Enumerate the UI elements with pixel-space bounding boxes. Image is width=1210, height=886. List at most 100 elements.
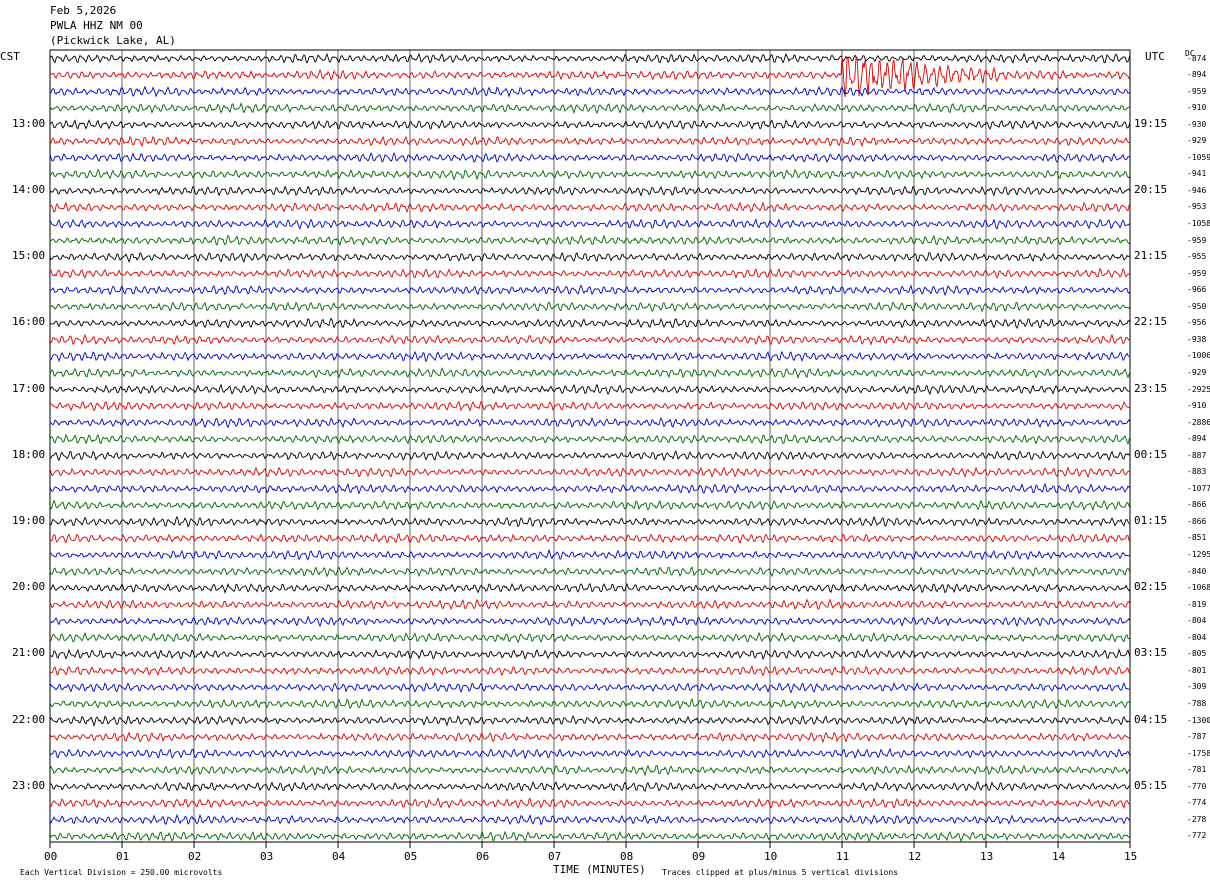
left-hour-label: 23:00 bbox=[12, 778, 46, 792]
x-tick-label: 15 bbox=[1124, 850, 1138, 863]
dc-offset-label: -929 bbox=[1187, 136, 1207, 146]
right-hour-label: 00:15 bbox=[1134, 447, 1168, 461]
trace-row-15 bbox=[49, 284, 1131, 296]
dc-offset-label: -959 bbox=[1187, 86, 1207, 96]
left-hour-label: 17:00 bbox=[12, 381, 46, 395]
clip-note: Traces clipped at plus/minus 5 vertical … bbox=[662, 868, 899, 877]
trace-row-11 bbox=[49, 218, 1131, 230]
trace-row-47 bbox=[49, 813, 1131, 826]
trace-row-14 bbox=[49, 267, 1131, 279]
trace-row-41 bbox=[49, 715, 1131, 727]
dc-offset-label: -874 bbox=[1187, 53, 1207, 63]
dc-offset-label: -1006 bbox=[1187, 351, 1210, 361]
trace-row-7 bbox=[49, 151, 1131, 164]
x-tick-label: 14 bbox=[1052, 850, 1066, 863]
x-tick-label: 13 bbox=[980, 850, 994, 863]
dc-offset-label: -930 bbox=[1187, 119, 1207, 129]
trace-row-25 bbox=[50, 450, 1131, 462]
x-tick-label: 11 bbox=[836, 850, 850, 863]
right-hour-label: 04:15 bbox=[1134, 712, 1168, 726]
left-hour-label: 16:00 bbox=[12, 315, 46, 329]
right-hour-label: 05:15 bbox=[1134, 778, 1168, 792]
dc-offset-label: -894 bbox=[1187, 434, 1207, 444]
trace-row-18 bbox=[49, 333, 1131, 346]
right-timezone-label: UTC bbox=[1145, 50, 1165, 63]
trace-row-1 bbox=[49, 52, 1131, 64]
trace-row-6 bbox=[49, 135, 1131, 148]
trace-row-23 bbox=[49, 416, 1131, 429]
x-tick-label: 06 bbox=[476, 850, 490, 863]
right-hour-label: 23:15 bbox=[1134, 381, 1168, 395]
location-label: (Pickwick Lake, AL) bbox=[50, 34, 176, 47]
dc-offset-label: -894 bbox=[1187, 70, 1207, 80]
trace-row-8 bbox=[49, 168, 1131, 181]
x-tick-label: 07 bbox=[548, 850, 562, 863]
dc-offset-label: -819 bbox=[1187, 599, 1207, 609]
right-hour-label: 21:15 bbox=[1134, 249, 1168, 263]
dc-offset-label: -2925 bbox=[1187, 384, 1210, 394]
trace-row-10 bbox=[49, 201, 1131, 214]
trace-row-43 bbox=[49, 747, 1131, 760]
dc-offset-label: -804 bbox=[1187, 632, 1207, 642]
left-hour-label: 21:00 bbox=[12, 646, 46, 660]
dc-offset-label: -1758 bbox=[1187, 748, 1210, 758]
dc-offset-label: -956 bbox=[1187, 318, 1207, 328]
trace-row-12 bbox=[49, 234, 1131, 247]
dc-offset-label: -851 bbox=[1187, 533, 1207, 543]
dc-offset-label: -955 bbox=[1187, 252, 1207, 262]
station-label: PWLA HHZ NM 00 bbox=[50, 19, 143, 32]
trace-row-2 bbox=[49, 56, 1131, 98]
x-tick-label: 01 bbox=[116, 850, 130, 863]
trace-row-16 bbox=[49, 301, 1131, 313]
trace-row-31 bbox=[49, 548, 1131, 561]
dc-offset-label: -309 bbox=[1187, 682, 1207, 692]
trace-row-40 bbox=[49, 697, 1131, 710]
left-hour-label: 20:00 bbox=[12, 580, 46, 594]
left-hour-label: 13:00 bbox=[12, 116, 46, 130]
dc-offset-label: -1295 bbox=[1187, 550, 1210, 559]
trace-row-22 bbox=[49, 400, 1131, 412]
trace-row-21 bbox=[49, 383, 1131, 396]
trace-row-17 bbox=[49, 317, 1131, 329]
dc-offset-label: -938 bbox=[1187, 334, 1207, 344]
dc-offset-label: -804 bbox=[1187, 616, 1207, 626]
trace-row-33 bbox=[49, 582, 1131, 594]
dc-offset-label: -787 bbox=[1187, 732, 1207, 742]
dc-offset-label: -866 bbox=[1187, 500, 1207, 510]
x-tick-label: 08 bbox=[620, 850, 634, 863]
left-hour-label: 22:00 bbox=[12, 712, 46, 726]
trace-row-38 bbox=[49, 664, 1131, 677]
dc-offset-label: -929 bbox=[1187, 367, 1207, 377]
dc-offset-label: -910 bbox=[1187, 103, 1207, 113]
dc-offset-label: -772 bbox=[1187, 831, 1207, 841]
dc-offset-label: -866 bbox=[1187, 516, 1207, 526]
dc-offset-label: -840 bbox=[1187, 566, 1207, 576]
left-hour-label: 15:00 bbox=[12, 249, 46, 263]
dc-offset-label: -1077 bbox=[1187, 483, 1210, 493]
x-axis-label: TIME (MINUTES) bbox=[553, 863, 646, 876]
right-hour-label: 22:15 bbox=[1134, 315, 1168, 329]
dc-offset-label: -959 bbox=[1187, 235, 1207, 245]
trace-row-48 bbox=[49, 829, 1131, 842]
trace-row-4 bbox=[49, 102, 1131, 115]
x-tick-label: 09 bbox=[692, 850, 706, 863]
left-timezone-label: CST bbox=[0, 50, 20, 63]
trace-row-26 bbox=[49, 466, 1131, 478]
trace-row-42 bbox=[49, 731, 1131, 744]
left-hour-label: 14:00 bbox=[12, 182, 46, 196]
trace-row-13 bbox=[49, 251, 1131, 264]
left-hour-label: 19:00 bbox=[12, 513, 46, 527]
x-tick-label: 00 bbox=[44, 850, 58, 863]
dc-offset-label: -1058 bbox=[1187, 219, 1210, 228]
trace-row-45 bbox=[49, 780, 1131, 793]
trace-row-37 bbox=[50, 648, 1131, 661]
dc-offset-label: -781 bbox=[1187, 765, 1207, 775]
dc-offset-label: -1068 bbox=[1187, 583, 1210, 593]
right-hour-label: 03:15 bbox=[1134, 646, 1168, 660]
dc-offset-label: -910 bbox=[1187, 401, 1207, 411]
trace-row-30 bbox=[49, 533, 1131, 544]
dc-offset-label: -2886 bbox=[1187, 417, 1210, 427]
dc-offset-label: -770 bbox=[1187, 781, 1207, 791]
right-hour-label: 02:15 bbox=[1134, 580, 1168, 594]
